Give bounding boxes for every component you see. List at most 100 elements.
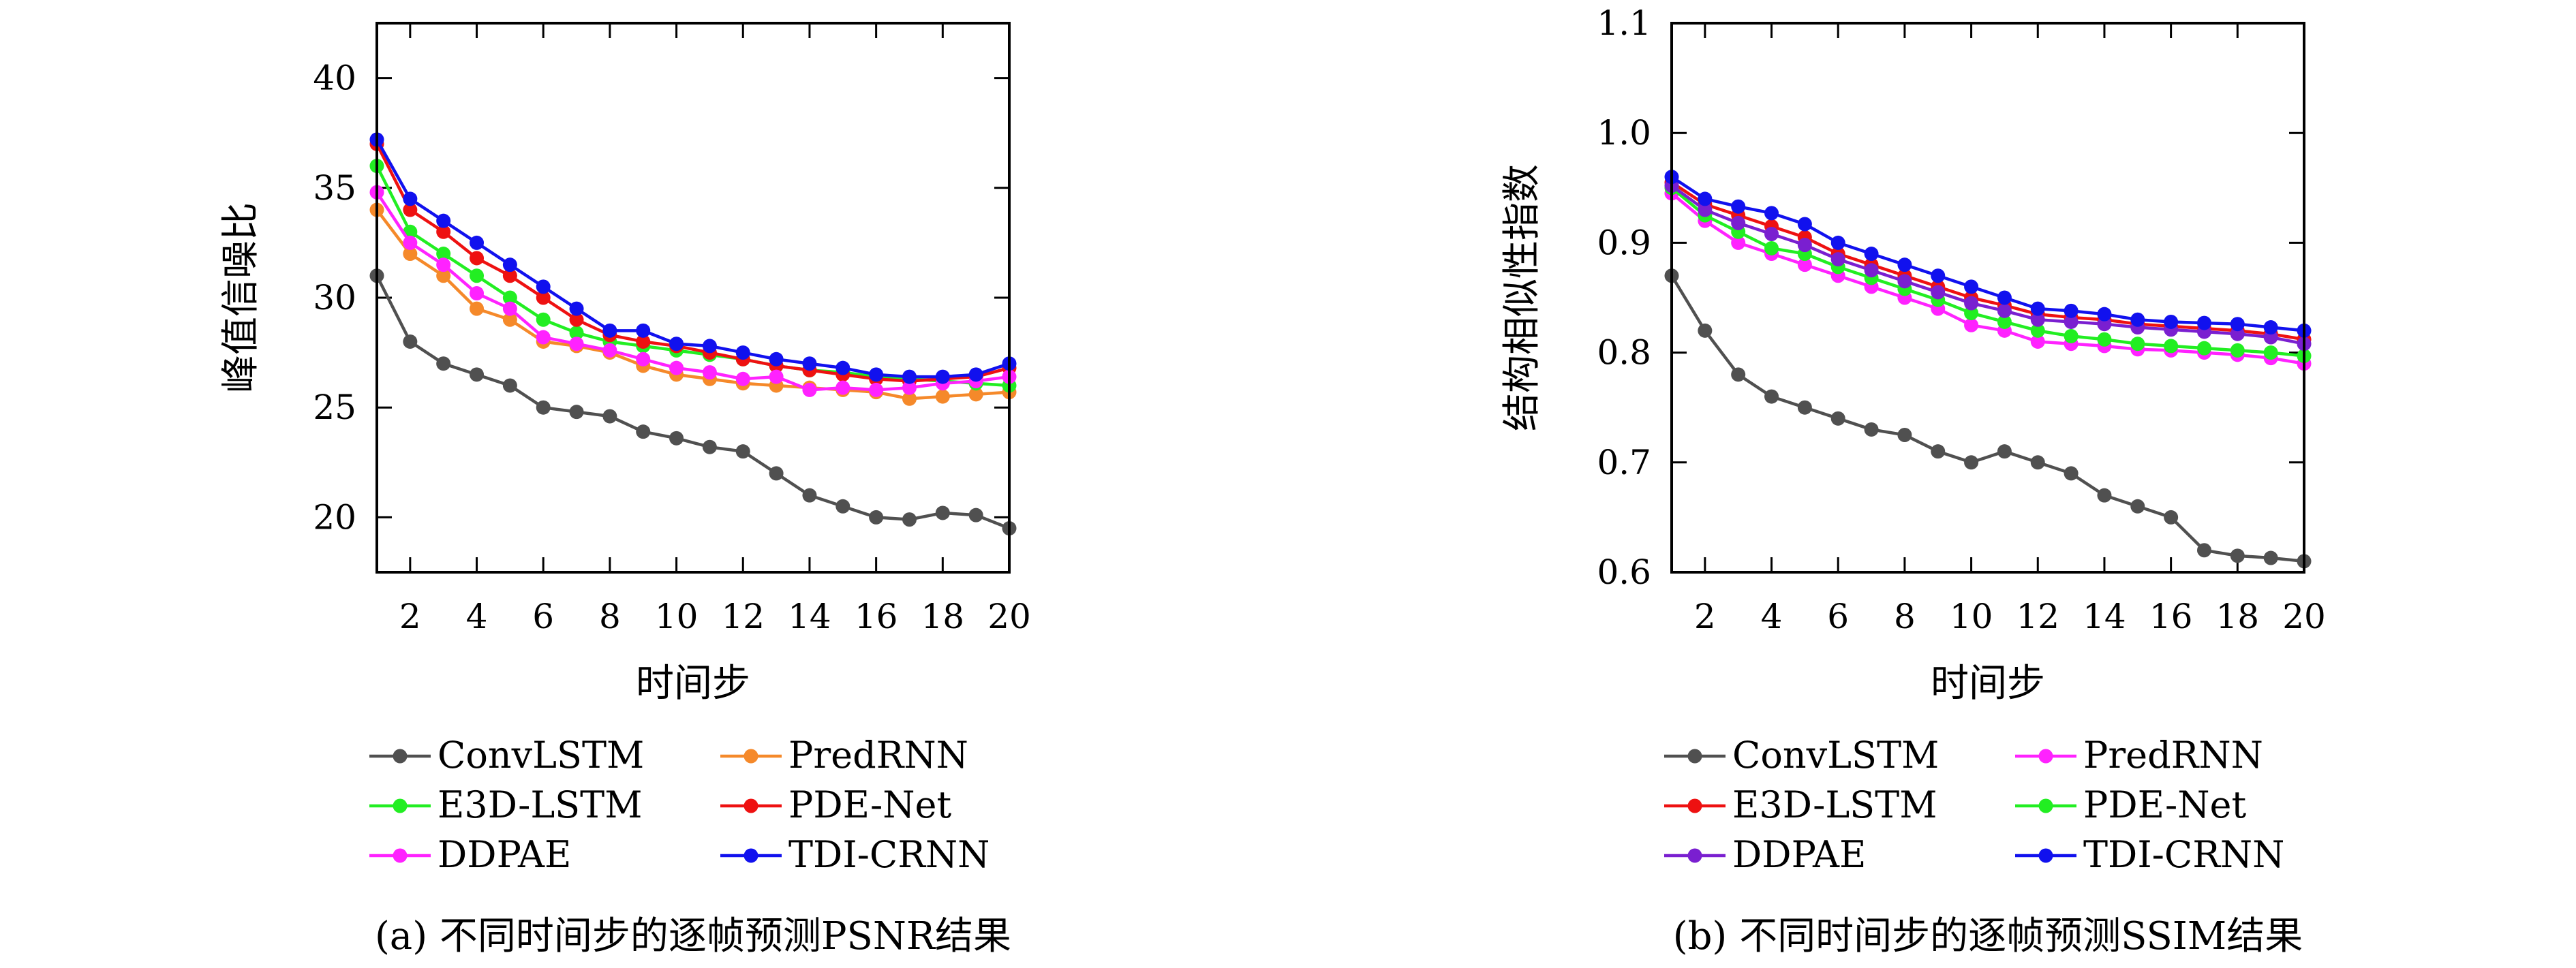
y-tick-label: 1.0 [1597,113,1651,153]
data-point [2230,548,2245,563]
data-point [403,247,418,262]
data-point [669,337,684,352]
data-point [436,247,451,262]
data-point [436,268,451,283]
data-point [536,330,551,345]
data-point [2230,343,2245,358]
data-point [902,391,917,406]
legend-marker [2038,798,2053,813]
legend-label: E3D-LSTM [438,783,642,826]
x-tick-label: 12 [721,597,765,636]
data-point [1731,199,1746,214]
x-tick-label: 20 [2282,597,2326,636]
data-point [2030,301,2045,316]
legend-label: PDE-Net [788,783,952,826]
data-point [602,323,617,338]
legend-marker [743,798,758,813]
data-point [1964,455,1979,470]
data-point [1964,279,1979,294]
data-point [702,339,717,354]
data-point [1731,367,1746,382]
data-point [2263,330,2278,345]
legend-marker [2038,848,2053,863]
data-point [769,352,784,366]
data-point [2030,312,2045,327]
data-point [869,382,884,397]
data-point [835,380,850,395]
data-point [902,512,917,527]
data-point [1931,268,1946,283]
legend-label: E3D-LSTM [1732,783,1937,826]
data-point [569,312,584,327]
data-point [2130,337,2145,352]
data-point [436,257,451,272]
panel-psnr: 20 25 30 35 40 2 4 6 8 10 12 14 16 18 20 时间步 峰值信噪比 ConvLS… [219,22,1031,958]
figure-caption: (b) 不同时间步的逐帧预测SSIM结果 [1673,914,2303,958]
x-tick-label: 16 [855,597,898,636]
data-point [1797,400,1812,415]
y-tick-label: 35 [313,168,356,208]
data-point [1997,314,2012,329]
data-point [835,360,850,375]
data-point [636,424,651,439]
data-point [502,257,517,272]
data-point [470,251,485,266]
data-point [536,400,551,415]
data-point [2097,307,2112,322]
data-point [569,326,584,341]
data-point [2064,303,2079,318]
data-point [470,367,485,382]
data-point [1731,235,1746,250]
data-point [1964,317,1979,332]
data-point [536,312,551,327]
legend-marker [393,798,408,813]
data-point [502,312,517,327]
data-point [636,334,651,349]
data-point [902,380,917,395]
data-point [1997,444,2012,459]
data-point [1864,263,1879,278]
x-tick-label: 2 [399,597,421,636]
data-point [1764,206,1779,221]
legend-label: DDPAE [438,833,571,876]
data-point [702,439,717,454]
data-point [2230,317,2245,332]
legend-label: TDI-CRNN [788,833,990,876]
x-tick-label: 8 [1894,597,1916,636]
data-point [2164,510,2179,525]
legend-label: PredRNN [2083,734,2263,777]
x-tick-label: 10 [655,597,699,636]
data-point [2030,323,2045,338]
legend-label: PredRNN [788,734,968,777]
x-tick-label: 16 [2149,597,2193,636]
data-point [1830,252,1845,267]
data-point [2064,314,2079,329]
data-point [569,405,584,420]
data-point [2030,455,2045,470]
data-point [2230,326,2245,341]
data-point [2064,466,2079,481]
panel-ssim: 0.6 0.7 0.8 0.9 1.0 1.1 2 4 6 8 10 12 14 16 18 20 时间步 结构相… [1500,3,2326,958]
data-point [1698,191,1713,206]
data-point [835,499,850,514]
x-tick-label: 6 [1827,597,1849,636]
data-point [2030,334,2045,349]
data-point [2097,488,2112,503]
y-tick-label: 30 [313,278,356,317]
data-point [470,286,485,301]
data-point [1864,422,1879,437]
data-point [1764,389,1779,404]
figure-caption: (a) 不同时间步的逐帧预测PSNR结果 [375,914,1011,958]
plot-frame [1670,22,2305,574]
data-point [2097,332,2112,347]
data-point [2164,314,2179,329]
legend-label: DDPAE [1732,833,1866,876]
data-point [935,389,950,404]
data-point [769,369,784,384]
data-point [1797,217,1812,232]
data-point [470,268,485,283]
data-point [636,352,651,366]
x-tick-label: 20 [987,597,1031,636]
data-point [1797,238,1812,253]
